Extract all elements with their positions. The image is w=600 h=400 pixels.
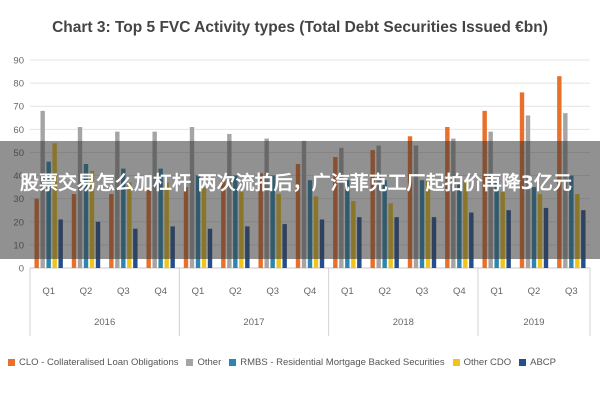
x-tick-label: Q3 (117, 286, 130, 297)
y-tick-label: 70 (13, 102, 24, 113)
y-tick-label: 80 (13, 79, 24, 90)
headline-text: 股票交易怎么加杠杆 两次流拍后，广汽菲克工厂起拍价再降3亿元 (20, 172, 572, 194)
x-tick-label: Q2 (528, 286, 541, 297)
legend-swatch (229, 358, 237, 366)
legend-item: Other CDO (452, 356, 512, 368)
legend-item: CLO - Collateralised Loan Obligations (8, 357, 178, 368)
y-tick-label: 0 (19, 264, 24, 275)
y-tick-label: 60 (13, 125, 24, 136)
legend-item: Other (186, 357, 221, 368)
legend-swatch (452, 358, 460, 366)
legend-swatch (8, 358, 15, 366)
x-group-label: 2019 (523, 317, 544, 328)
legend-item: ABCP (519, 357, 556, 368)
legend-label: RMBS - Residential Mortgage Backed Secur… (240, 356, 445, 368)
x-tick-label: Q1 (341, 286, 354, 297)
x-tick-label: Q4 (154, 286, 167, 297)
x-tick-label: Q3 (416, 286, 429, 297)
headline-overlay (0, 141, 600, 259)
x-tick-label: Q1 (490, 286, 503, 297)
x-tick-label: Q2 (229, 286, 242, 297)
x-tick-label: Q2 (378, 286, 391, 297)
legend-item: RMBS - Residential Mortgage Backed Secur… (229, 356, 445, 368)
y-tick-label: 90 (13, 56, 24, 67)
x-group-label: 2017 (243, 317, 264, 328)
x-tick-label: Q2 (80, 286, 93, 297)
chart-title: Chart 3: Top 5 FVC Activity types (Total… (52, 19, 548, 36)
x-group-label: 2018 (393, 317, 414, 328)
x-axis-ticks: Q1 Q2 Q3 Q4 Q1 Q2 Q3 Q4 Q1 Q2 Q3 Q4 Q1 Q2 Q3 (42, 286, 577, 297)
x-tick-label: Q4 (304, 286, 317, 297)
x-axis-groups: 2016 2017 2018 2019 (29, 268, 591, 336)
x-tick-label: Q4 (453, 286, 466, 297)
legend-label: Other CDO (463, 356, 512, 368)
legend-swatch (186, 358, 194, 366)
legend-swatch (519, 358, 527, 366)
x-tick-label: Q1 (192, 286, 205, 297)
x-tick-label: Q3 (565, 286, 578, 297)
legend-label: CLO - Collateralised Loan Obligations (19, 356, 179, 368)
x-group-label: 2016 (94, 317, 115, 328)
legend-label: ABCP (530, 356, 556, 368)
x-tick-label: Q3 (266, 286, 279, 297)
legend-label: Other (197, 356, 222, 368)
x-tick-label: Q1 (42, 286, 55, 297)
chart-legend: CLO - Collateralised Loan Obligations Oth… (8, 354, 600, 370)
